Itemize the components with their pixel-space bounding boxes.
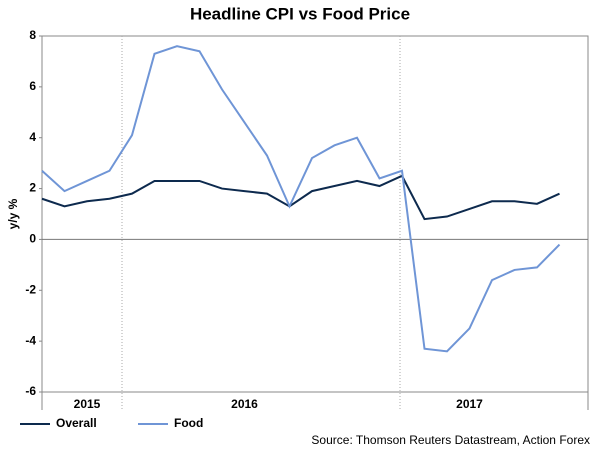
x-tick-label: 2015 (74, 397, 101, 411)
y-tick-label: 0 (29, 232, 36, 246)
plot-frame (41, 35, 589, 393)
legend-label: Overall (56, 416, 97, 430)
y-tick-label: 2 (29, 181, 36, 195)
line-series (41, 45, 561, 353)
y-tick-label: -6 (25, 384, 36, 398)
x-tick-label: 2017 (456, 397, 483, 411)
y-tick-label: 4 (29, 130, 36, 144)
legend-label: Food (174, 416, 203, 430)
line-series (41, 174, 560, 221)
source-note: Source: Thomson Reuters Datastream, Acti… (311, 433, 590, 447)
y-axis-label: y/y % (6, 198, 20, 229)
y-tick-label: 8 (29, 28, 36, 42)
x-tick-label: 2016 (231, 397, 258, 411)
y-tick-label: -2 (25, 282, 36, 296)
y-tick-label: 6 (29, 79, 36, 93)
chart-title: Headline CPI vs Food Price (190, 4, 410, 23)
y-tick-label: -4 (25, 333, 36, 347)
